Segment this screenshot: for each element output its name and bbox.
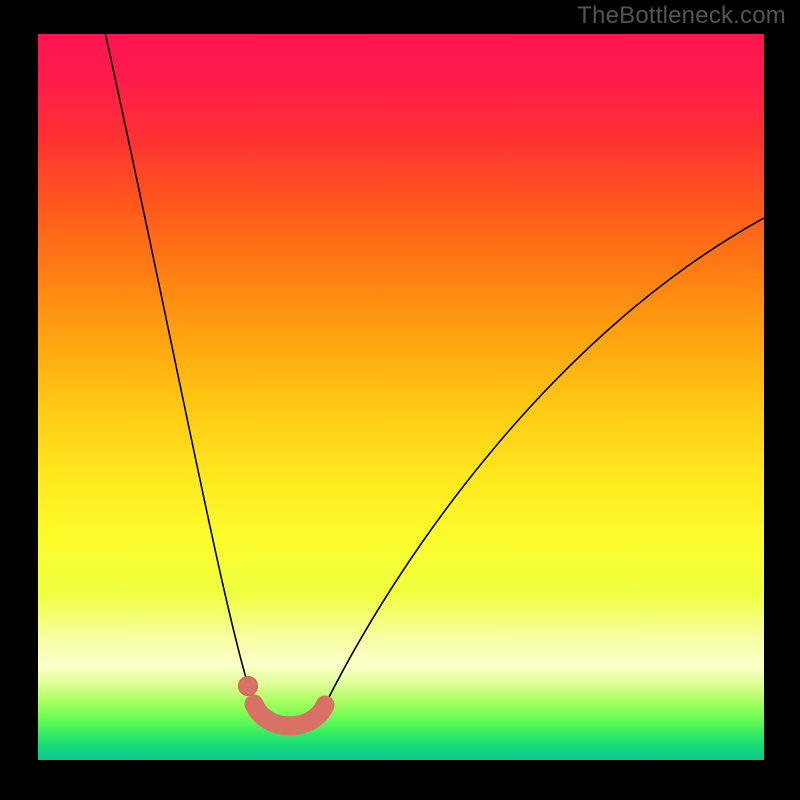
- valley-dot: [239, 677, 258, 696]
- bottleneck-plot: [0, 0, 800, 800]
- plot-area: [38, 34, 764, 760]
- stage: TheBottleneck.com: [0, 0, 800, 800]
- watermark-text: TheBottleneck.com: [577, 2, 786, 30]
